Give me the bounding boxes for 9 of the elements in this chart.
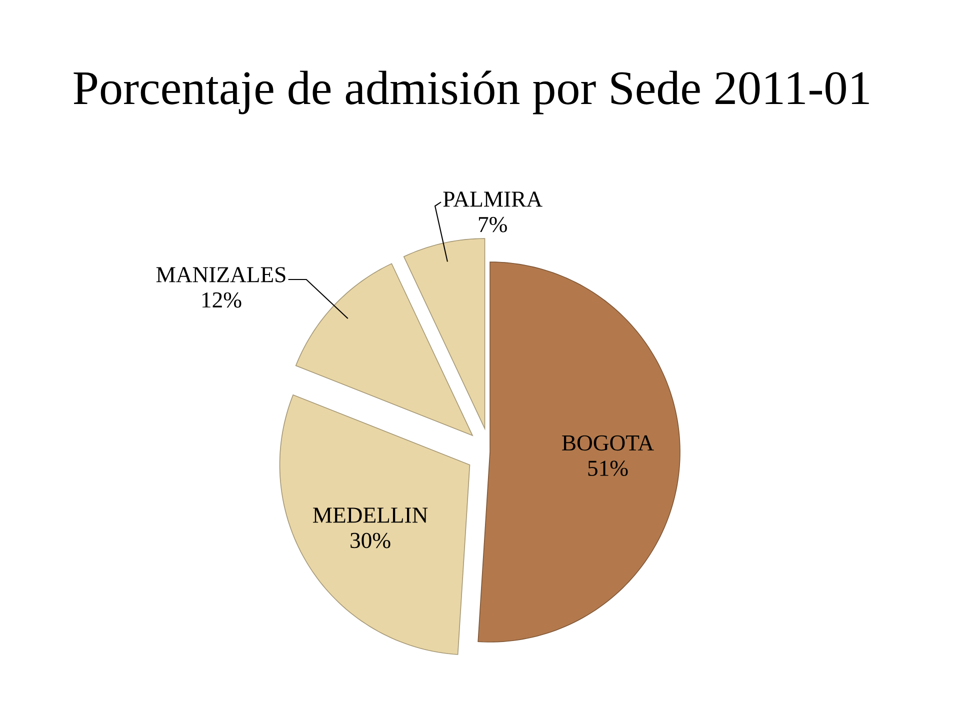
slice-label: MEDELLIN [313, 508, 428, 523]
data-label: 12% [202, 292, 242, 308]
slice-label: BOGOTA [562, 435, 654, 451]
slice-label: PALMIRA [443, 192, 542, 207]
chart-title: Porcentaje de admisión por Sede 2011-01 [74, 70, 869, 114]
data-label: 7% [478, 216, 507, 232]
slice-label: MANIZALES [156, 267, 286, 282]
data-label: 30% [350, 532, 390, 548]
data-label: 51% [588, 460, 628, 476]
